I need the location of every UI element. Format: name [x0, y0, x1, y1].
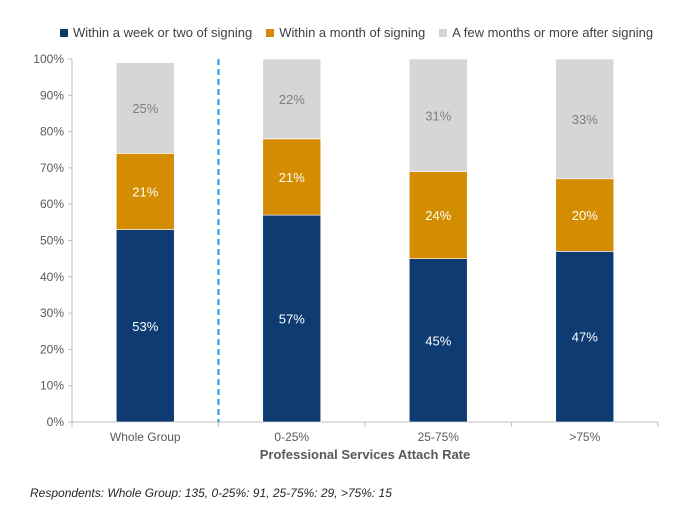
x-axis-title: Professional Services Attach Rate	[260, 447, 471, 462]
bar-segment	[262, 58, 322, 140]
bar-segment	[555, 178, 615, 252]
data-label: 33%	[572, 112, 598, 127]
data-label: 25%	[132, 101, 158, 116]
y-tick-label: 0%	[47, 415, 65, 429]
data-label: 31%	[425, 108, 451, 123]
data-label: 20%	[572, 208, 598, 223]
data-label: 21%	[279, 170, 305, 185]
bar-segment	[262, 214, 322, 423]
legend-item: Within a month of signing	[266, 25, 425, 40]
y-tick-label: 90%	[40, 88, 64, 102]
y-tick-label: 10%	[40, 379, 64, 393]
x-tick-label: 25-75%	[418, 430, 460, 444]
data-label: 47%	[572, 330, 598, 345]
y-tick-label: 50%	[40, 234, 64, 248]
legend-item: A few months or more after signing	[439, 25, 653, 40]
legend-swatch	[266, 28, 275, 37]
bar-segment	[555, 58, 615, 180]
legend-swatch	[60, 28, 68, 37]
bar-segment	[555, 251, 615, 423]
legend-swatch	[439, 28, 448, 37]
legend-label: Within a week or two of signing	[73, 25, 253, 40]
data-label: 21%	[132, 184, 158, 199]
y-tick-label: 40%	[40, 270, 64, 284]
x-tick-label: 0-25%	[274, 430, 309, 444]
legend-item: Within a week or two of signing	[60, 25, 252, 40]
x-tick-label: Whole Group	[110, 430, 181, 444]
chart-legend: Within a week or two of signing Within a …	[60, 25, 653, 40]
data-label: 45%	[425, 333, 451, 348]
bar-segment	[115, 62, 175, 154]
data-label: 57%	[279, 312, 305, 327]
legend-label: Within a month of signing	[279, 25, 426, 40]
data-label: 22%	[279, 92, 305, 107]
respondents-footnote: Respondents: Whole Group: 135, 0-25%: 91…	[30, 486, 392, 500]
y-tick-label: 80%	[40, 125, 64, 139]
bar-segment	[408, 58, 468, 172]
data-label: 53%	[132, 319, 158, 334]
bar-segment	[262, 138, 322, 216]
y-tick-label: 20%	[40, 342, 64, 356]
x-tick-label: >75%	[569, 430, 600, 444]
y-tick-label: 30%	[40, 306, 64, 320]
bar-segment	[408, 258, 468, 423]
y-tick-label: 100%	[33, 52, 64, 66]
y-tick-label: 60%	[40, 197, 64, 211]
data-label: 24%	[425, 208, 451, 223]
bar-segment	[408, 171, 468, 259]
y-tick-label: 70%	[40, 161, 64, 175]
legend-label: A few months or more after signing	[452, 25, 654, 40]
